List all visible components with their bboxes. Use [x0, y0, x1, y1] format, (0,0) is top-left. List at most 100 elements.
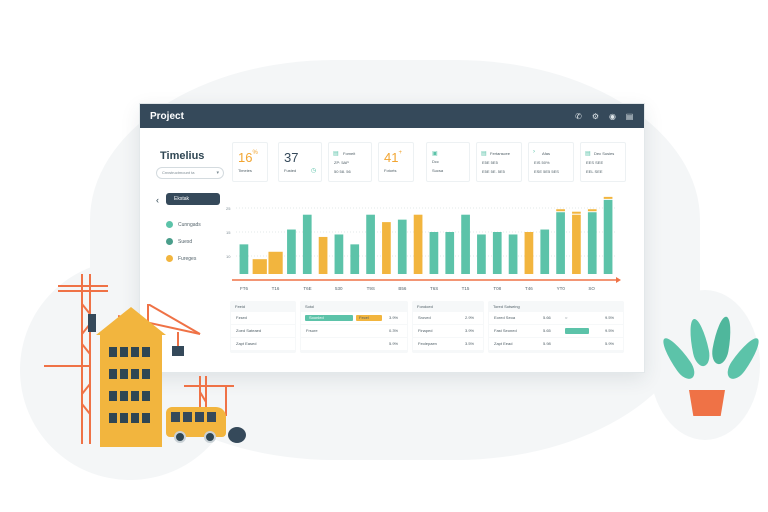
legend-item[interactable]: Fureges [166, 250, 201, 267]
chart-bar [334, 234, 344, 274]
table-cell: Fast Seoned [494, 328, 517, 333]
table-cell: Zoed Sateaed [236, 328, 262, 333]
table-row[interactable]: Frsure 0.3% [301, 325, 407, 337]
title-bar: Project ✆ ⚙ ◉ ▤ [140, 104, 644, 128]
stat-card-afas[interactable]: › Afas EIS 50% ESE 5E5 5ES [528, 142, 574, 182]
table-panel-fondoed: Fondoed Sroved 2.9% Finaped 3.9% Feolepaen… [412, 301, 484, 353]
chart-bar [508, 234, 518, 274]
table-cell: 9.5% [605, 315, 615, 320]
stat-value: 16% [238, 150, 258, 165]
stat-line: E5E 5E5 [482, 160, 498, 165]
chart-bar-cap [587, 209, 597, 212]
table-cell: Fecel [359, 315, 369, 320]
stat-card-fertanscee[interactable]: ▤ Fertanscee E5E 5E5 E5E 5E. 5E5 [476, 142, 522, 182]
stat-line: EES SEE [586, 160, 604, 165]
chart-bar-cap [556, 209, 565, 212]
stat-card-timeies[interactable]: 16% Timeies [232, 142, 268, 182]
chart-bar [572, 214, 581, 274]
chart-bar [366, 214, 375, 274]
table-header: Feeid [235, 304, 246, 309]
settings-icon[interactable]: ◉ [609, 111, 616, 121]
chart-bar [524, 232, 534, 274]
stat-card-fusted[interactable]: 37 Fusted ◷ [278, 142, 322, 182]
table-row[interactable]: Sroved 2.9% [413, 312, 483, 324]
table-row[interactable]: Zapt Eead 5.98 5.9% [489, 338, 623, 350]
x-tick-label: T46 [525, 286, 533, 291]
chevron-left-icon[interactable]: ‹ [156, 195, 159, 205]
x-tick-label: T15 [462, 286, 470, 291]
table-cell: Frsure [306, 328, 318, 333]
stat-card-dec-susies[interactable]: ▤ Dec Susies EES SEE EEL SEE [580, 142, 626, 182]
legend-item[interactable]: Cunngads [166, 216, 201, 233]
table-header: Tored Sotseing [493, 304, 520, 309]
table-cell: Fzsed [236, 315, 247, 320]
stat-card-fotorts[interactable]: 41+ Fotorts [378, 142, 414, 182]
bar-chart: 25 15 10 FT6 T16 T6E 530 T9S B56 T6S T15 T08 T46 YT0 S… [224, 184, 624, 304]
table-cell: 3.5% [465, 341, 475, 346]
stat-value: 37 [284, 150, 299, 165]
app-title: Project [150, 110, 184, 122]
chart-bar [318, 236, 328, 274]
legend-label: Suesd [178, 238, 193, 245]
table-row[interactable]: Soonled Fecel 3.9% [301, 312, 407, 324]
chart-bar [302, 214, 312, 274]
chart-bar [239, 244, 249, 274]
table-row[interactable]: 5.9% [301, 338, 407, 350]
table-row[interactable]: Feolepaen 3.5% [413, 338, 483, 350]
x-tick-label: T08 [493, 286, 501, 291]
gear-icon[interactable]: ⚙ [591, 111, 600, 121]
stat-line: E5E 5E. 5E5 [482, 169, 505, 174]
chart-icon: ▤ [481, 151, 487, 157]
phone-icon[interactable]: ✆ [575, 111, 582, 121]
x-tick-label: T16 [272, 286, 280, 291]
date-select[interactable]: Cnvstructmount ta ▾ [156, 167, 224, 179]
x-tick-label: SO [588, 286, 595, 291]
building-windows [109, 369, 150, 379]
chart-bar [556, 212, 565, 274]
table-cell: Sroved [418, 315, 431, 320]
stat-card-fomeit[interactable]: ▤ Fomeit ZP: 5AP 50 58. 56 [328, 142, 372, 182]
x-axis-arrow [616, 277, 621, 283]
table-row[interactable]: Fzsed [231, 312, 295, 324]
x-tick-label: T9S [367, 286, 375, 291]
table-row[interactable]: Eored Seoa 5.66 ○ 9.5% [489, 312, 623, 324]
y-tick-label: 10 [226, 254, 231, 259]
table-panel-feeid: Feeid Fzsed Zoed Sateaed Zapt Eased [230, 301, 296, 353]
chart-bar [587, 212, 597, 274]
stat-card-sucsa[interactable]: ▣ Dcc Sucsa [426, 142, 470, 182]
table-cell: 5.9% [605, 341, 615, 346]
table-row[interactable]: Zapt Eased [231, 338, 295, 350]
wheel [204, 431, 216, 443]
stat-line: ESE 5E5 5ES [534, 169, 559, 174]
trash-icon[interactable]: ▤ [625, 111, 634, 121]
clock-icon: ◷ [311, 168, 317, 174]
building-roof [96, 307, 166, 335]
chart-bar [540, 229, 550, 274]
chart-bar [382, 222, 391, 274]
chart-bar [413, 214, 423, 274]
stat-line: EEL SEE [586, 169, 603, 174]
expand-icon[interactable]: ○ [565, 315, 568, 320]
stat-line: Afas [542, 151, 551, 156]
table-row[interactable]: Zoed Sateaed [231, 325, 295, 337]
tower-crane-right [184, 376, 234, 416]
legend-dot [166, 221, 173, 228]
progress-bar [305, 315, 353, 321]
table-row[interactable]: Fast Seoned 5.65 9.5% [489, 325, 623, 337]
stat-label: Sucsa [432, 168, 444, 173]
tower-crane-left [44, 274, 108, 444]
legend-dot [166, 255, 173, 262]
filter-button[interactable]: Ekstak [166, 193, 220, 205]
chart-bar-cap [603, 196, 613, 199]
doc-icon: ▤ [585, 151, 591, 157]
table-row[interactable]: Finaped 3.9% [413, 325, 483, 337]
legend-item[interactable]: Suesd [166, 233, 201, 250]
arrow-icon: › [533, 149, 535, 155]
stat-line: Dec Susies [594, 151, 615, 156]
table-cell: 3.9% [389, 315, 399, 320]
chart-bar [397, 219, 407, 274]
stat-label: Timeies [238, 168, 252, 173]
chart-bar [445, 232, 455, 274]
legend-label: Fureges [178, 255, 197, 262]
x-tick-label: T6E [303, 286, 311, 291]
